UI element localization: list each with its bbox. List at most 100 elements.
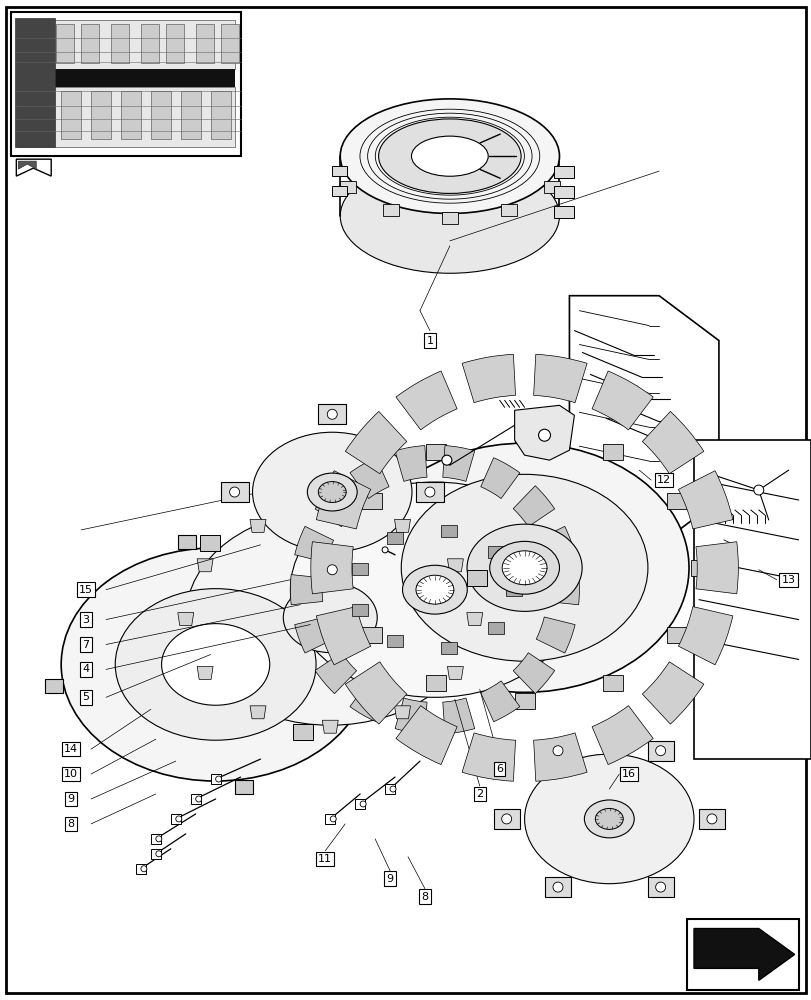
Wedge shape (461, 354, 515, 403)
Circle shape (753, 485, 763, 495)
Bar (11, 12, 240, 156)
Circle shape (175, 816, 182, 822)
Polygon shape (178, 535, 195, 549)
Circle shape (141, 866, 147, 872)
Ellipse shape (489, 541, 559, 594)
Bar (81, 24, 99, 63)
Ellipse shape (340, 159, 559, 273)
Wedge shape (678, 607, 732, 665)
Polygon shape (514, 405, 573, 460)
Ellipse shape (501, 551, 547, 585)
Polygon shape (415, 482, 444, 502)
Circle shape (552, 882, 562, 892)
Polygon shape (318, 404, 345, 424)
Wedge shape (533, 354, 586, 403)
Bar (686, 919, 798, 990)
Ellipse shape (290, 482, 579, 697)
Wedge shape (350, 458, 388, 499)
Circle shape (424, 487, 435, 497)
Wedge shape (547, 575, 579, 605)
Bar (543, 181, 559, 193)
Text: 16: 16 (621, 769, 636, 779)
Bar (487, 546, 503, 558)
Bar (32, 24, 49, 63)
Wedge shape (513, 653, 554, 694)
Ellipse shape (318, 482, 345, 502)
Polygon shape (647, 877, 673, 897)
Ellipse shape (584, 800, 633, 838)
Ellipse shape (283, 583, 377, 653)
Wedge shape (513, 486, 554, 527)
Ellipse shape (252, 432, 411, 552)
Polygon shape (293, 724, 313, 740)
Polygon shape (544, 741, 570, 761)
Polygon shape (151, 849, 161, 859)
Polygon shape (19, 161, 36, 169)
Polygon shape (514, 426, 534, 442)
Wedge shape (316, 607, 371, 665)
Polygon shape (250, 706, 266, 719)
Ellipse shape (594, 808, 623, 829)
Bar (151, 91, 170, 139)
Wedge shape (591, 706, 652, 765)
Polygon shape (467, 570, 487, 586)
Wedge shape (642, 411, 703, 474)
Circle shape (327, 565, 337, 575)
Circle shape (706, 814, 716, 824)
Text: 8: 8 (421, 892, 428, 902)
Wedge shape (396, 706, 457, 765)
Text: 11: 11 (318, 854, 332, 864)
Bar (383, 204, 398, 216)
Wedge shape (442, 446, 474, 481)
Bar (61, 91, 81, 139)
Wedge shape (350, 681, 388, 722)
Polygon shape (447, 559, 463, 572)
Ellipse shape (340, 99, 559, 213)
Polygon shape (322, 505, 338, 518)
Wedge shape (294, 526, 333, 562)
Bar (332, 186, 347, 196)
Wedge shape (535, 617, 574, 653)
Polygon shape (200, 535, 220, 551)
Bar (17, 20, 234, 69)
Text: 4: 4 (83, 664, 89, 674)
Polygon shape (544, 877, 570, 897)
Polygon shape (354, 799, 365, 809)
Circle shape (327, 409, 337, 419)
Polygon shape (698, 809, 724, 829)
Polygon shape (151, 834, 161, 844)
Ellipse shape (378, 119, 521, 193)
Bar (181, 91, 200, 139)
Polygon shape (135, 864, 146, 874)
Polygon shape (170, 814, 181, 824)
Bar (17, 69, 234, 87)
Circle shape (538, 429, 550, 441)
Wedge shape (642, 662, 703, 724)
Bar (332, 166, 347, 176)
Circle shape (230, 487, 239, 497)
Ellipse shape (115, 589, 315, 740)
Polygon shape (394, 519, 410, 532)
Polygon shape (693, 929, 794, 980)
Polygon shape (466, 613, 483, 626)
Text: 15: 15 (79, 585, 93, 595)
Text: 14: 14 (64, 744, 78, 754)
Polygon shape (362, 627, 381, 643)
Polygon shape (514, 693, 534, 709)
Polygon shape (325, 814, 335, 824)
Wedge shape (396, 371, 457, 430)
Text: 12: 12 (656, 475, 671, 485)
Bar (210, 91, 230, 139)
Wedge shape (395, 698, 427, 734)
Polygon shape (493, 809, 519, 829)
Bar (440, 642, 456, 654)
Text: 9: 9 (386, 874, 393, 884)
Polygon shape (667, 493, 686, 509)
Bar (111, 24, 129, 63)
Wedge shape (533, 733, 586, 781)
Wedge shape (442, 698, 474, 734)
Wedge shape (395, 446, 427, 481)
Polygon shape (667, 627, 686, 643)
Bar (141, 24, 159, 63)
Wedge shape (480, 681, 519, 722)
